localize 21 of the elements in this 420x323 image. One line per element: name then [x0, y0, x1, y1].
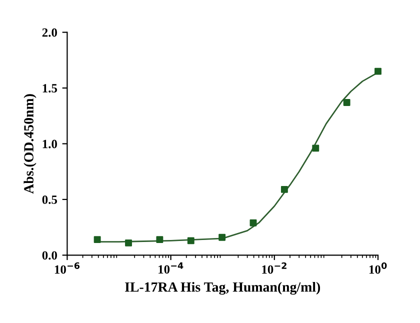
point — [312, 144, 320, 152]
x-tick-label: 10$^{−6}$ — [54, 262, 80, 274]
x-tick-label: 10$^{−4}$ — [158, 262, 184, 274]
point — [125, 239, 132, 246]
point — [343, 99, 350, 106]
point — [374, 68, 382, 75]
x-tick-label: 10$^{0}$ — [369, 262, 387, 274]
point — [280, 186, 288, 193]
point — [218, 234, 226, 241]
point — [187, 237, 194, 244]
point — [156, 236, 164, 244]
y-tick-label: 1.0 — [42, 140, 57, 148]
y-axis-title: Abs.(OD.450nm) — [24, 94, 36, 194]
x-axis-title: IL-17RA His Tag, Human(ng/ml) — [125, 282, 320, 295]
y-tick-label: 1.5 — [42, 84, 58, 93]
point — [94, 236, 101, 244]
y-tick-label: 0.5 — [42, 195, 58, 204]
point — [250, 219, 257, 226]
y-tick-label: 2.0 — [42, 28, 57, 37]
y-tick-label: 0.0 — [42, 251, 57, 260]
x-tick-label: 10$^{−2}$ — [262, 262, 286, 274]
